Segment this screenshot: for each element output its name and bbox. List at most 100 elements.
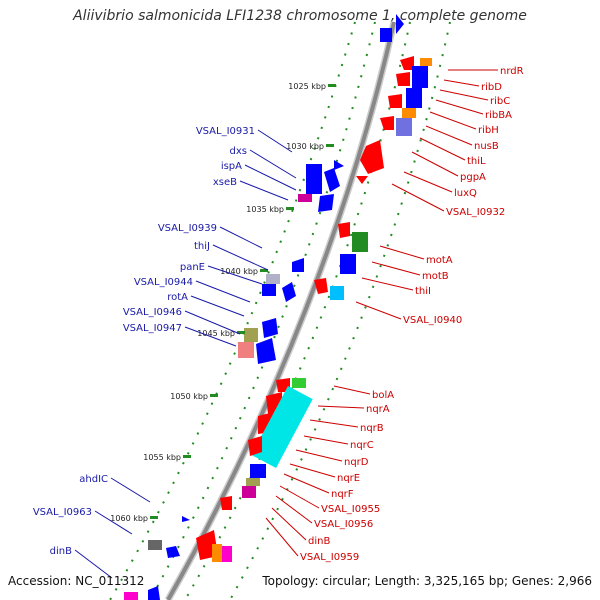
left-gene-label: rotA	[167, 292, 188, 303]
feature-nrdR-orange	[420, 58, 432, 66]
right-callout-line	[279, 485, 320, 509]
right-gene-label: ribBA	[485, 110, 512, 121]
feature-thiI	[314, 278, 328, 294]
feature-thiJ	[292, 258, 304, 272]
left-gene-label: VSAL_I0946	[123, 307, 182, 318]
right-callout-line	[419, 137, 466, 161]
feature-dxs-b	[318, 194, 334, 212]
accession-label: Accession: NC_011312	[8, 574, 145, 588]
tick-mark	[237, 331, 245, 334]
dotted-tracks	[109, 21, 451, 600]
feature-nusB	[402, 108, 416, 118]
right-callout-line	[355, 301, 402, 320]
feature-nqrA-arrow	[276, 378, 290, 392]
tick-label: 1035 kbp	[246, 205, 284, 214]
left-gene-label: dinB	[50, 546, 72, 557]
feature-VSAL_I0931	[334, 160, 344, 170]
feature-motB	[340, 254, 356, 274]
left-gene-label: VSAL_I0931	[196, 126, 255, 137]
right-gene-label: nqrE	[337, 473, 360, 484]
feature-motA-arrow	[338, 222, 350, 238]
right-gene-label: nusB	[474, 141, 499, 152]
left-callout-line	[190, 295, 245, 317]
tick-label: 1050 kbp	[170, 392, 208, 401]
feature-ispA	[298, 194, 312, 202]
right-callout-line	[379, 245, 425, 260]
right-gene-label: VSAL_I0959	[300, 552, 359, 563]
right-gene-label: VSAL_I0932	[446, 207, 505, 218]
feature-motA	[352, 232, 368, 252]
feature-VSAL_I0963-arrow	[166, 546, 180, 558]
feature-rotA	[282, 282, 296, 302]
right-labels: nrdR ribD ribC ribBA ribH nusB thiL pgpA luxQ VSA…	[265, 66, 524, 563]
right-gene-label: VSAL_I0956	[314, 519, 373, 530]
right-outer-track	[229, 21, 451, 600]
feature-nqrD	[248, 436, 262, 456]
feature-pgpA	[380, 116, 394, 130]
right-callout-line	[439, 89, 489, 101]
right-callout-line	[361, 277, 414, 291]
left-callout-line	[257, 129, 293, 153]
feature-ribC	[396, 72, 410, 86]
right-gene-label: dinB	[308, 536, 330, 547]
tick-mark	[210, 394, 218, 397]
feature-dinB-left	[124, 592, 138, 600]
right-callout-line	[295, 449, 343, 462]
tick-mark	[328, 84, 336, 87]
right-callout-line	[303, 435, 349, 445]
tick-mark	[286, 207, 294, 210]
feature-VSAL_I0946	[244, 328, 258, 342]
feature-VSAL_I0963	[148, 540, 162, 550]
feature-ahdIC	[182, 516, 190, 522]
right-callout-line	[435, 99, 484, 115]
tick-mark	[326, 144, 334, 147]
right-gene-label: ribH	[478, 125, 499, 136]
right-callout-line	[391, 183, 445, 212]
left-callout-line	[195, 280, 251, 303]
left-gene-label: ahdIC	[79, 474, 108, 485]
right-gene-label: luxQ	[454, 188, 477, 199]
right-callout-line	[425, 125, 473, 146]
feature-nqrE	[250, 464, 266, 478]
tick-label: 1030 kbp	[286, 142, 324, 151]
right-callout-line	[371, 261, 421, 276]
feature-nrdR	[400, 56, 414, 70]
left-gene-label: VSAL_I0944	[134, 277, 193, 288]
feature-nqrC	[251, 385, 313, 469]
left-callout-line	[207, 265, 263, 285]
left-callout-line	[110, 477, 151, 503]
left-callout-line	[94, 510, 133, 535]
right-callout-line	[271, 507, 307, 541]
right-callout-line	[265, 517, 299, 557]
feature-luxQ	[360, 140, 384, 174]
tick-label: 1025 kbp	[288, 82, 326, 91]
right-gene-label: nqrA	[366, 404, 390, 415]
right-callout-line	[403, 171, 453, 193]
feature-VSAL_I0947-b	[256, 338, 276, 364]
right-callout-line	[429, 111, 477, 130]
kbp-ticks: 1025 kbp 1030 kbp 1035 kbp 1040 kbp 1045 kbp…	[110, 82, 336, 523]
right-gene-label: VSAL_I0940	[403, 315, 462, 326]
feature-dinB-arrow	[148, 586, 160, 600]
right-gene-label: thiI	[415, 286, 431, 297]
right-gene-label: thiL	[467, 156, 486, 167]
feature-dxs	[306, 164, 322, 194]
feature-ribBA	[406, 88, 422, 108]
right-callout-line	[309, 419, 359, 428]
feature-nqrF	[246, 478, 260, 486]
feature-thiL	[396, 118, 412, 136]
left-gene-label: VSAL_I0963	[33, 507, 92, 518]
tick-label: 1045 kbp	[197, 329, 235, 338]
feature-top-blue	[380, 28, 392, 42]
map-title: Aliivibrio salmonicida LFI1238 chromosom…	[73, 8, 527, 24]
feature-VSAL_I0947-arrows	[262, 318, 278, 338]
right-gene-label: ribC	[490, 96, 510, 107]
left-callout-line	[249, 149, 297, 179]
topology-label: Topology: circular; Length: 3,325,165 bp…	[262, 574, 592, 588]
tick-label: 1060 kbp	[110, 514, 148, 523]
right-gene-label: nqrC	[350, 440, 374, 451]
feature-ribD	[412, 66, 428, 88]
left-gene-label: VSAL_I0947	[123, 323, 182, 334]
right-gene-label: motA	[426, 255, 453, 266]
